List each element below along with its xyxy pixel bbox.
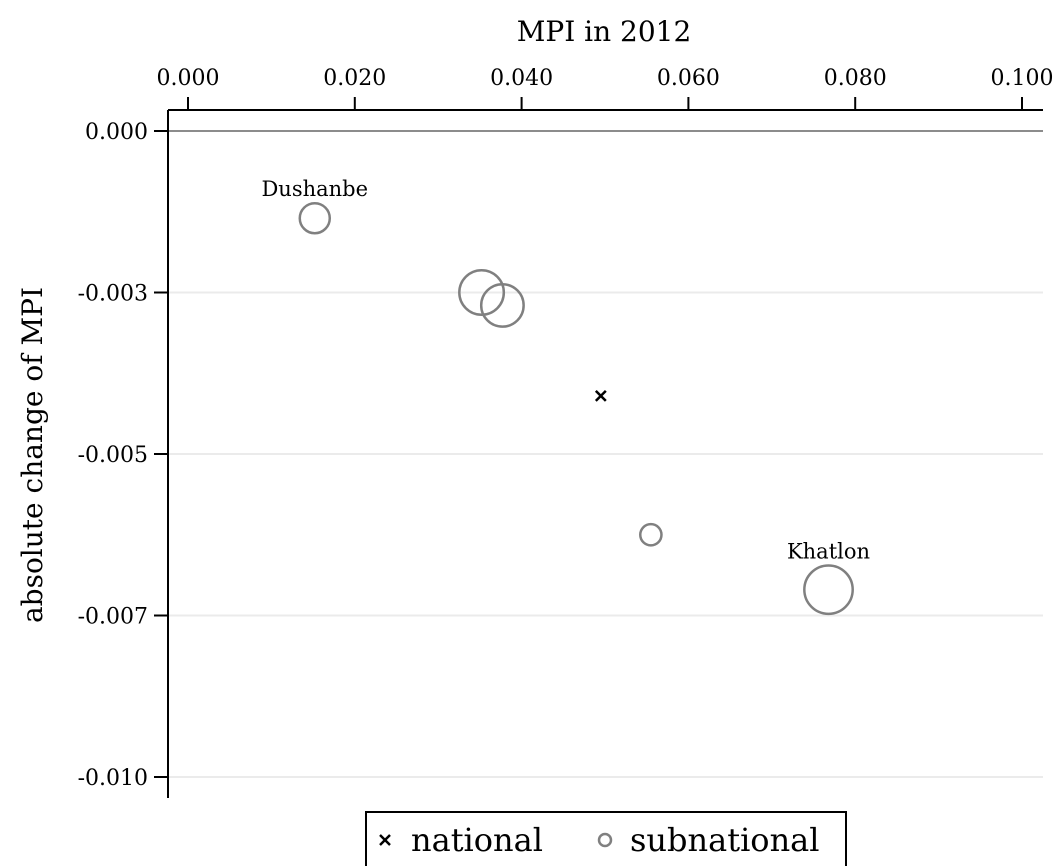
subnational-point-4 <box>803 564 854 616</box>
x-tick-label-5: 0.100 <box>991 66 1054 91</box>
y-tick-label-4: -0.010 <box>78 766 148 791</box>
x-ticks: 0.000 0.020 0.040 0.060 0.080 0.100 <box>157 66 1054 110</box>
x-tick-label-1: 0.020 <box>323 66 386 91</box>
x-tick-label-3: 0.060 <box>657 66 720 91</box>
legend-box <box>365 811 847 866</box>
legend-marker-national <box>379 834 391 846</box>
legend-label-subnational: subnational <box>630 821 819 859</box>
subnational-point-0 <box>298 201 332 235</box>
legend-entries: national subnational <box>379 821 819 859</box>
subnational-point-3 <box>639 522 663 547</box>
y-tick-label-3: -0.007 <box>78 605 148 630</box>
y-tick-label-0: 0.000 <box>85 120 148 145</box>
x-axis-title: MPI in 2012 <box>517 15 692 48</box>
y-axis-title: absolute change of MPI <box>16 287 49 623</box>
point-label-khatlon: Khatlon <box>787 539 870 563</box>
x-tick-label-4: 0.080 <box>824 66 887 91</box>
point-label-dushanbe: Dushanbe <box>261 177 368 201</box>
national-point-marker <box>594 389 607 402</box>
y-tick-label-2: -0.005 <box>78 443 148 468</box>
x-tick-label-0: 0.000 <box>157 66 220 91</box>
y-ticks: 0.000 -0.003 -0.005 -0.007 -0.010 <box>78 120 168 791</box>
x-tick-label-2: 0.040 <box>490 66 553 91</box>
legend-label-national: national <box>411 821 543 859</box>
subnational-point-2 <box>479 282 525 328</box>
grid-lines <box>168 291 1043 778</box>
legend-marker-subnational <box>597 832 613 848</box>
subnational-point-1 <box>458 269 506 316</box>
legend: national subnational <box>365 811 847 866</box>
data-points: Dushanbe Khatlon <box>261 177 870 616</box>
y-tick-label-1: -0.003 <box>78 282 148 307</box>
